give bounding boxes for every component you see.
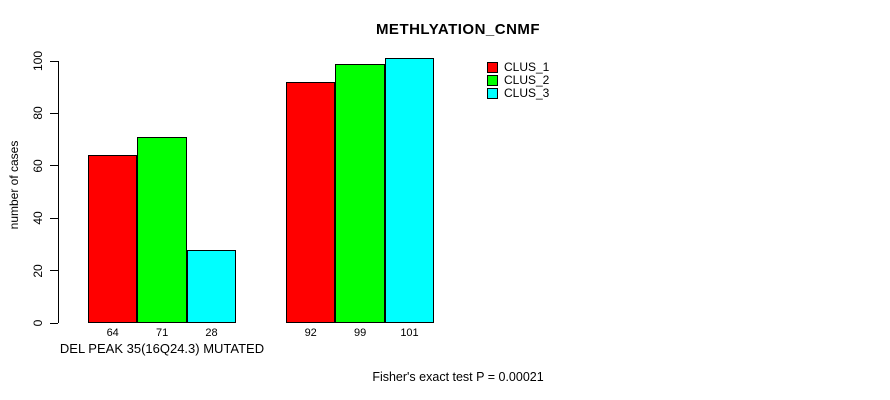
y-tick-label: 40 — [31, 211, 45, 225]
bar-clus_2-group1 — [137, 136, 187, 323]
x-group-label: DEL PEAK 35(16Q24.3) MUTATED — [59, 341, 265, 356]
y-tick-mark — [50, 322, 58, 324]
legend-label-clus3: CLUS_3 — [504, 86, 550, 100]
bar-clus_3-group2 — [384, 58, 435, 323]
legend-swatch-clus2 — [487, 75, 498, 86]
y-tick-label: 100 — [31, 50, 45, 72]
y-axis-line — [58, 61, 59, 323]
bar-value-label: 71 — [155, 327, 169, 339]
bar-value-label: 92 — [304, 327, 317, 339]
y-tick-label: 80 — [31, 106, 45, 121]
y-tick-mark — [50, 60, 58, 62]
bar-clus_3-group1 — [186, 249, 237, 323]
legend-row-clus2: CLUS_2 — [487, 74, 549, 87]
bar-value-label: 99 — [353, 327, 367, 339]
y-tick-mark — [50, 112, 58, 114]
bar-value-label: 101 — [400, 327, 419, 339]
chart-title: METHLYATION_CNMF — [375, 21, 541, 38]
bar-clus_2-group2 — [335, 63, 385, 323]
y-tick-label: 60 — [31, 159, 45, 173]
bar-value-label: 28 — [205, 327, 218, 339]
bar-clus_1-group1 — [88, 155, 138, 323]
legend-row-clus1: CLUS_1 — [487, 61, 549, 74]
legend-swatch-clus3 — [487, 88, 498, 99]
fisher-test-annotation: Fisher's exact test P = 0.00021 — [372, 370, 544, 384]
y-axis-title: number of cases — [7, 140, 21, 230]
y-tick-label: 20 — [31, 263, 45, 278]
y-tick-mark — [50, 270, 58, 272]
legend-label-clus2: CLUS_2 — [504, 73, 550, 87]
legend-row-clus3: CLUS_3 — [487, 87, 549, 100]
legend-swatch-clus1 — [487, 62, 498, 73]
bar-clus_1-group2 — [286, 81, 336, 323]
bar-value-label: 64 — [106, 327, 119, 339]
y-tick-mark — [50, 217, 58, 219]
y-tick-label: 0 — [31, 319, 45, 327]
y-tick-mark — [50, 165, 58, 167]
legend-label-clus1: CLUS_1 — [504, 60, 550, 74]
legend: CLUS_1 CLUS_2 CLUS_3 — [487, 61, 549, 100]
